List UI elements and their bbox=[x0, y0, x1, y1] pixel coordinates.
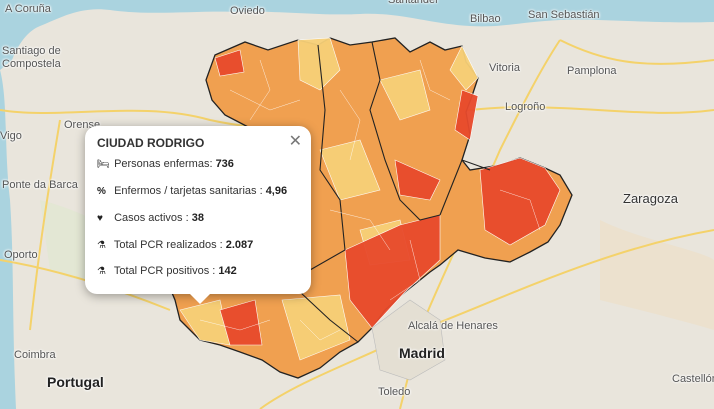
atlantic bbox=[0, 70, 16, 409]
row-label: Total PCR positivos : bbox=[113, 265, 216, 277]
city-label: Compostela bbox=[2, 58, 61, 70]
municipality-popup: CIUDAD RODRIGO ✕ 🛏 Personas enfermas: 73… bbox=[85, 126, 311, 304]
flask-icon: ⚗ bbox=[97, 240, 106, 251]
city-label: Logroño bbox=[505, 101, 546, 113]
popup-row-activos: ♥ Casos activos : 38 bbox=[97, 212, 204, 224]
city-label: Zaragoza bbox=[623, 191, 678, 206]
popup-row-pcr-positivos: ⚗ Total PCR positivos : 142 bbox=[97, 265, 237, 277]
row-value: 38 bbox=[191, 212, 204, 224]
percent-icon: % bbox=[97, 186, 106, 197]
city-label: Vigo bbox=[0, 130, 22, 142]
province-borders bbox=[299, 41, 491, 343]
city-label: Vitoria bbox=[489, 62, 520, 74]
city-label: Bilbao bbox=[470, 13, 501, 25]
city-label: Portugal bbox=[47, 374, 104, 390]
row-value: 4,96 bbox=[265, 185, 288, 197]
city-label: Santander bbox=[388, 0, 439, 6]
city-label: Alcalá de Henares bbox=[408, 320, 498, 332]
city-label: San Sebastián bbox=[528, 9, 600, 21]
popup-row-enfermas: 🛏 Personas enfermas: 736 bbox=[97, 158, 234, 170]
close-icon[interactable]: ✕ bbox=[288, 133, 302, 150]
city-label: Coimbra bbox=[14, 349, 56, 361]
row-value: 2.087 bbox=[225, 239, 254, 251]
city-label: Ponte da Barca bbox=[2, 179, 78, 191]
row-label: Enfermos / tarjetas sanitarias : bbox=[114, 185, 263, 197]
popup-title: CIUDAD RODRIGO bbox=[97, 136, 205, 150]
row-value: 736 bbox=[215, 158, 234, 170]
popup-row-pcr-realizados: ⚗ Total PCR realizados : 2.087 bbox=[97, 239, 253, 251]
row-label: Total PCR realizados : bbox=[113, 239, 223, 251]
row-label: Casos activos : bbox=[114, 212, 189, 224]
city-label: Madrid bbox=[399, 345, 445, 361]
city-label: Castellón bbox=[672, 373, 714, 385]
city-label: Pamplona bbox=[567, 65, 617, 77]
row-value: 142 bbox=[218, 265, 237, 277]
bed-icon: 🛏 bbox=[97, 159, 110, 170]
city-label: Santiago de bbox=[2, 45, 61, 57]
city-label: Toledo bbox=[378, 386, 411, 398]
city-label: Oviedo bbox=[230, 5, 265, 17]
flask-icon: ⚗ bbox=[97, 266, 106, 277]
sea bbox=[0, 0, 714, 70]
city-label: Oporto bbox=[4, 249, 38, 261]
popup-row-ratio: % Enfermos / tarjetas sanitarias : 4,96 bbox=[97, 185, 287, 197]
heartbeat-icon: ♥ bbox=[97, 213, 103, 224]
row-label: Personas enfermas: bbox=[114, 158, 213, 170]
city-label: A Coruña bbox=[5, 3, 51, 15]
